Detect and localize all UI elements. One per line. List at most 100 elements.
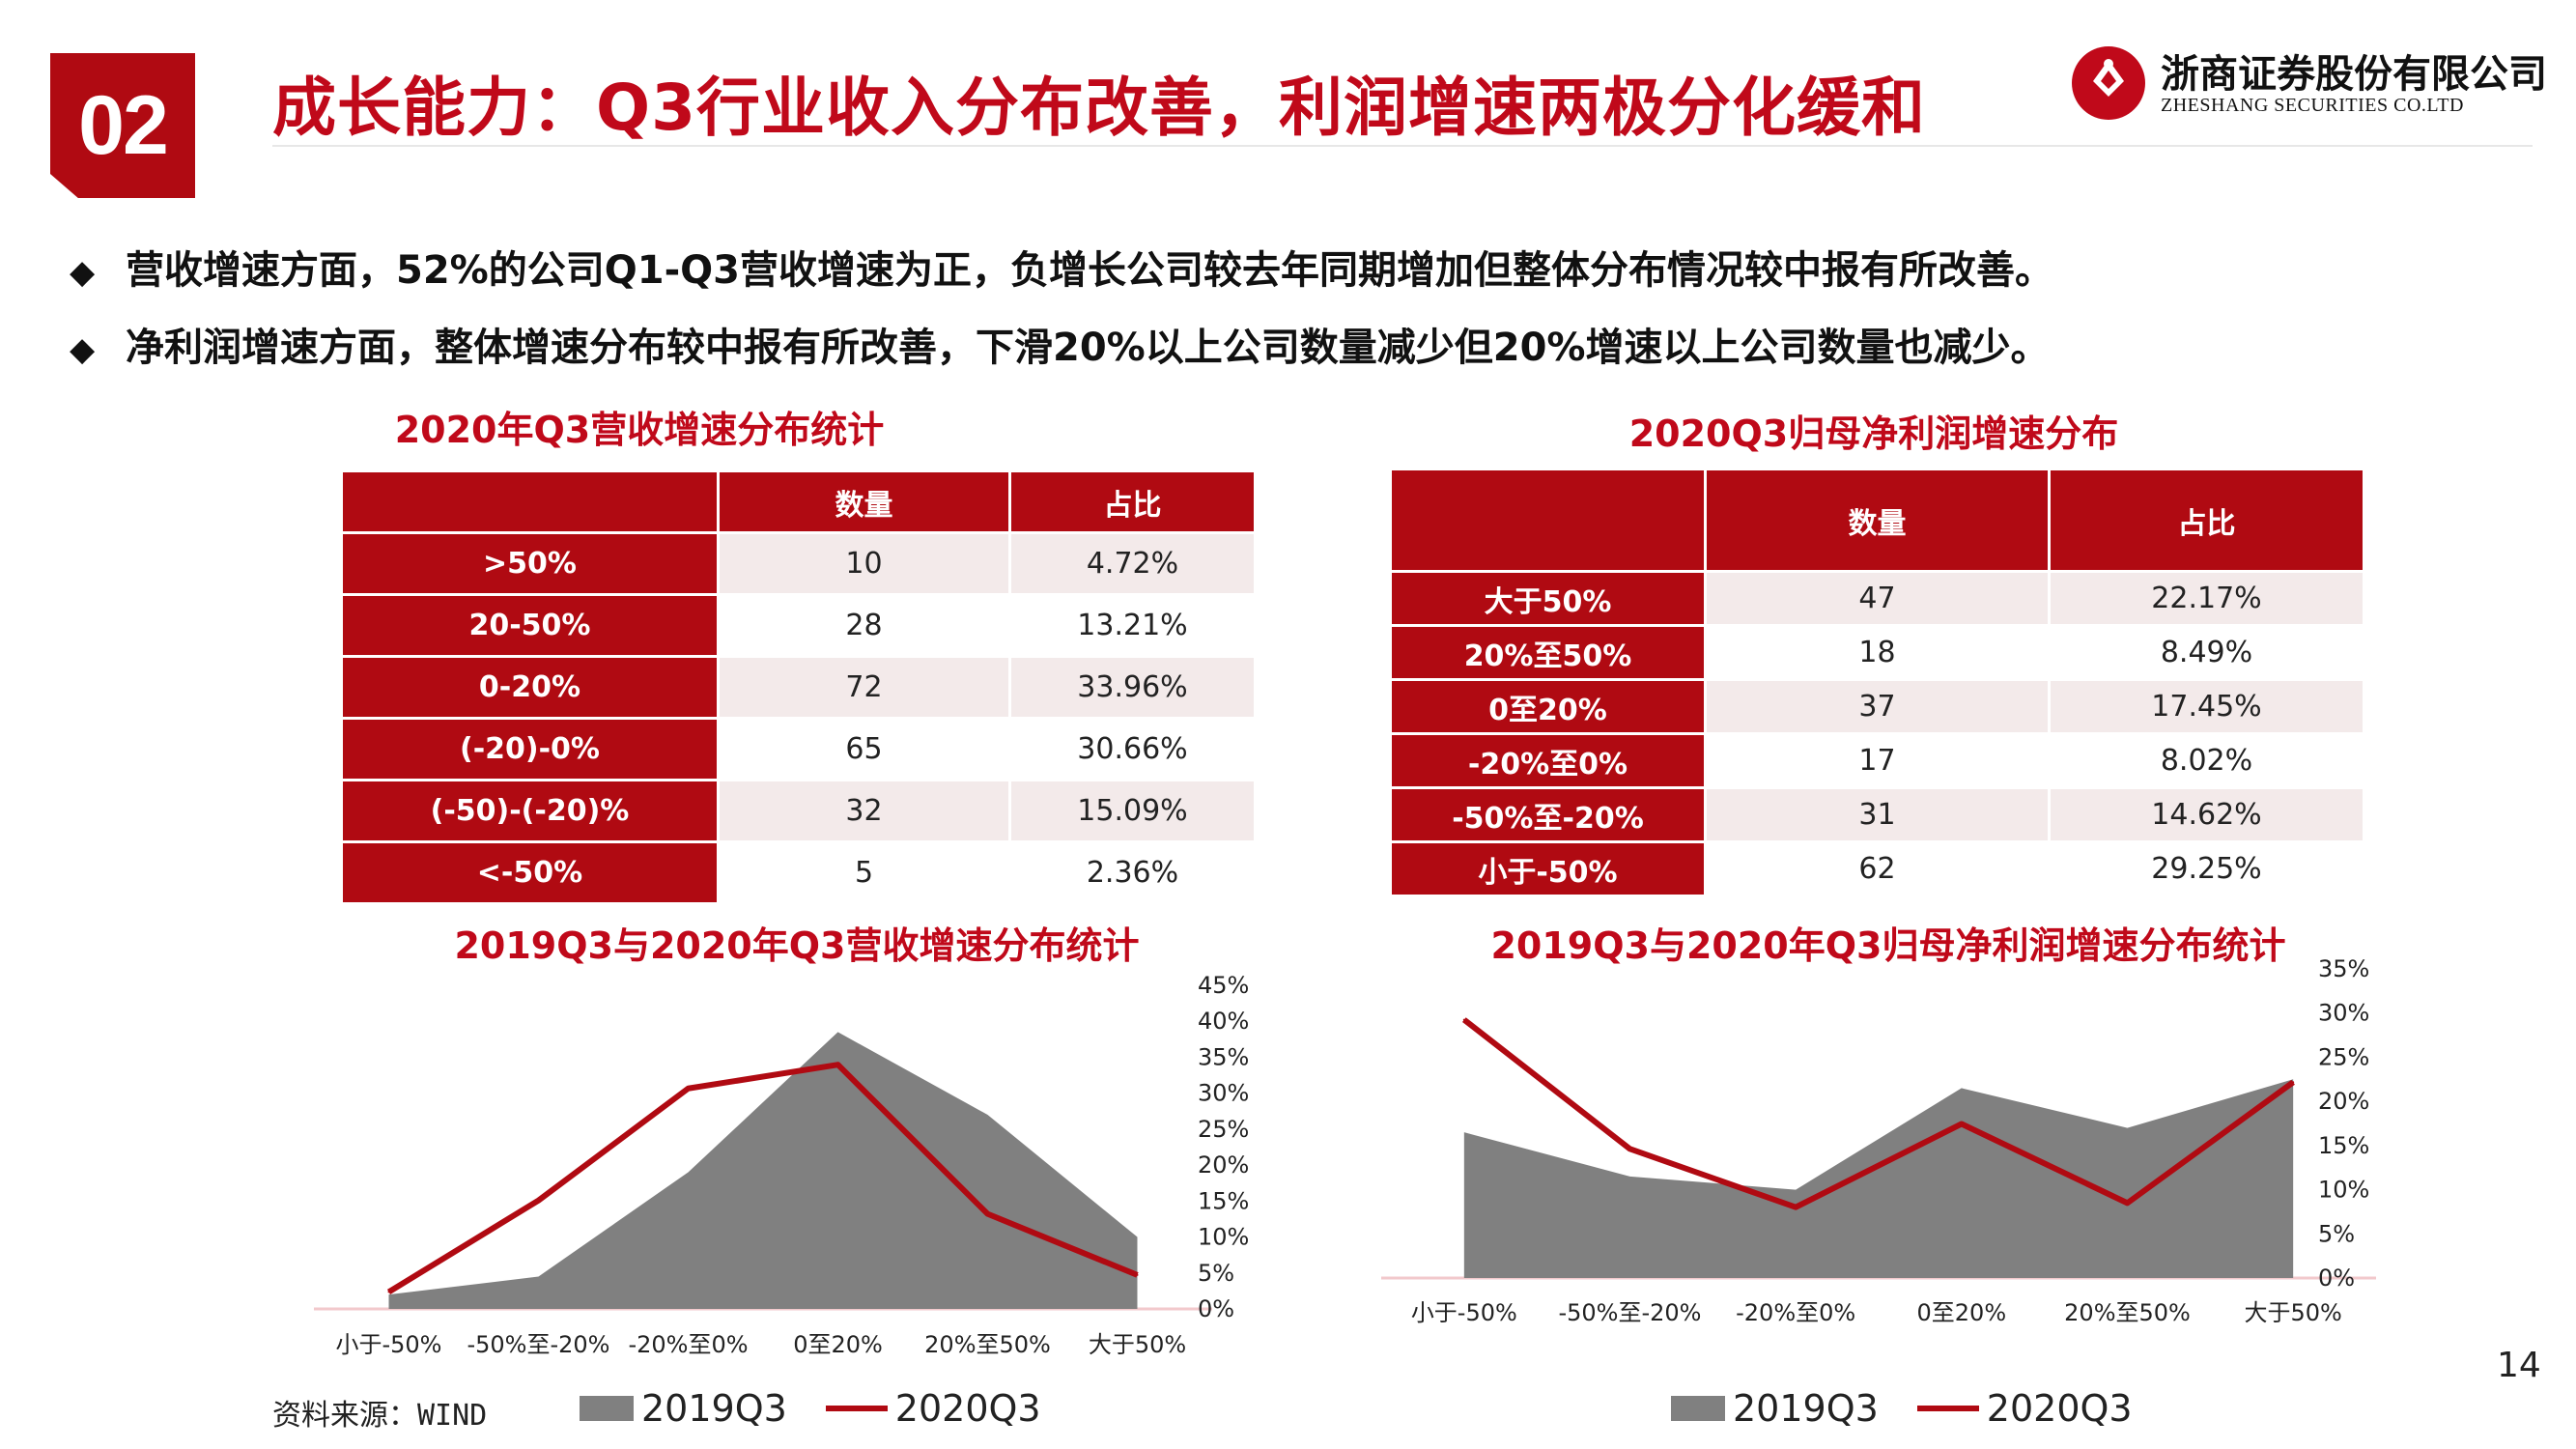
row-label: <-50% (340, 840, 720, 905)
bullet-item: ◆ 净利润增速方面，整体增速分布较中报有所改善，下滑20%以上公司数量减少但20%… (70, 316, 2049, 372)
y-tick-label: 40% (1198, 1008, 1249, 1035)
y-tick-label: 25% (2318, 1043, 2369, 1070)
ratio-cell: 29.25% (2048, 840, 2365, 897)
y-tick-label: 20% (2318, 1088, 2369, 1115)
diamond-bullet-icon: ◆ (70, 253, 96, 292)
ratio-cell: 33.96% (1008, 655, 1257, 720)
line-point (2292, 1081, 2295, 1084)
chart-left-legend: 2019Q3 2020Q3 (580, 1387, 1041, 1430)
x-tick-label: -50%至-20% (467, 1331, 609, 1358)
table-header-cell (340, 469, 720, 534)
profit-growth-chart: 0% 5% 10% 15% 20% 25% 30% 35% 小于-50% -50%至-20% -20… (1381, 955, 2376, 1326)
table-row: 20%至50% 18 8.49% (1389, 624, 2365, 681)
count-cell: 17 (1704, 732, 2051, 789)
x-tick-label: 20%至50% (2064, 1299, 2191, 1326)
ratio-cell: 2.36% (1008, 840, 1257, 905)
row-label: 0-20% (340, 655, 720, 720)
row-label: 20-50% (340, 593, 720, 658)
line-point (1960, 1122, 1963, 1125)
y-tick-label: 35% (1198, 1043, 1249, 1070)
table-row: 小于-50% 62 29.25% (1389, 840, 2365, 897)
line-point (387, 1291, 390, 1293)
logo-company-name: 浙商证券股份有限公司 (2161, 51, 2547, 97)
table-row: 大于50% 47 22.17% (1389, 570, 2365, 627)
header-divider (272, 145, 2533, 147)
y-tick-label: 5% (2318, 1220, 2355, 1247)
y-tick-label: 15% (2318, 1132, 2369, 1159)
table-header-cell: 数量 (717, 469, 1011, 534)
count-cell: 10 (717, 531, 1011, 596)
chart-right-legend: 2019Q3 2020Q3 (1671, 1387, 2133, 1430)
count-cell: 32 (717, 779, 1011, 843)
x-tick-label: 小于-50% (335, 1331, 441, 1358)
y-tick-label: 10% (1198, 1224, 1249, 1251)
ratio-cell: 14.62% (2048, 786, 2365, 843)
y-tick-label: 0% (1198, 1295, 1234, 1322)
table-header-cell (1389, 468, 1707, 573)
row-label: 20%至50% (1389, 624, 1707, 681)
bullet-text: 营收增速方面，52%的公司Q1-Q3营收增速为正，负增长公司较去年同期增加但整体… (126, 248, 2054, 293)
table-row: (-50)-(-20)% 32 15.09% (340, 779, 1257, 843)
count-cell: 65 (717, 717, 1011, 781)
x-tick-label: 20%至50% (924, 1331, 1051, 1358)
legend-line-label: 2020Q3 (1986, 1387, 2133, 1430)
x-tick-label: 0至20% (793, 1331, 883, 1358)
line-point (1462, 1018, 1465, 1021)
ratio-cell: 17.45% (2048, 678, 2365, 735)
ratio-cell: 4.72% (1008, 531, 1257, 596)
table-row: 0至20% 37 17.45% (1389, 678, 2365, 735)
count-cell: 62 (1704, 840, 2051, 897)
area-series-2019q3 (388, 1032, 1138, 1309)
ratio-cell: 13.21% (1008, 593, 1257, 658)
bullet-text: 净利润增速方面，整体增速分布较中报有所改善，下滑20%以上公司数量减少但20%增… (126, 326, 2050, 370)
table-header-cell: 数量 (1704, 468, 2051, 573)
line-point (1795, 1206, 1798, 1208)
logo-glyph-icon (2093, 59, 2124, 97)
y-tick-label: 35% (2318, 955, 2369, 982)
ratio-cell: 30.66% (1008, 717, 1257, 781)
area-series-2019q3 (1463, 1079, 2294, 1278)
y-tick-label: 10% (2318, 1177, 2369, 1204)
row-label: (-20)-0% (340, 717, 720, 781)
table-header-cell: 占比 (1008, 469, 1257, 534)
data-source: 资料来源：WIND (272, 1399, 488, 1433)
ratio-cell: 8.02% (2048, 732, 2365, 789)
table-row: -50%至-20% 31 14.62% (1389, 786, 2365, 843)
table-row: <-50% 5 2.36% (340, 840, 1257, 905)
y-tick-label: 45% (1198, 972, 1249, 999)
table-row: 20-50% 28 13.21% (340, 593, 1257, 658)
y-tick-label: 0% (2318, 1264, 2355, 1292)
chart-left-title: 2019Q3与2020年Q3营收增速分布统计 (454, 924, 1140, 967)
ratio-cell: 22.17% (2048, 570, 2365, 627)
revenue-growth-chart: 0% 5% 10% 15% 20% 25% 30% 35% 40% 45% 小于-50% -50%至-… (314, 972, 1249, 1358)
profit-growth-table: 数量 占比 大于50% 47 22.17% 20%至50% 18 8.49% 0… (1389, 468, 2365, 897)
page-title: 成长能力：Q3行业收入分布改善，利润增速两极分化缓和 (272, 71, 1927, 145)
page-number: 14 (2497, 1346, 2541, 1385)
x-tick-label: 小于-50% (1411, 1299, 1517, 1326)
table-header-row: 数量 占比 (340, 469, 1257, 534)
bullet-item: ◆ 营收增速方面，52%的公司Q1-Q3营收增速为正，负增长公司较去年同期增加但整… (70, 239, 2053, 295)
row-label: -50%至-20% (1389, 786, 1707, 843)
line-point (836, 1064, 839, 1066)
y-tick-label: 15% (1198, 1187, 1249, 1214)
x-tick-label: 大于50% (1089, 1331, 1186, 1358)
table-left-title: 2020年Q3营收增速分布统计 (394, 409, 885, 451)
line-point (1136, 1273, 1139, 1276)
logo-company-name-en: ZHESHANG SECURITIES CO.LTD (2161, 95, 2464, 116)
revenue-growth-table: 数量 占比 >50% 10 4.72% 20-50% 28 13.21% 0-2… (340, 469, 1257, 905)
legend-area-swatch (580, 1396, 634, 1421)
legend-line-label: 2020Q3 (894, 1387, 1041, 1430)
count-cell: 18 (1704, 624, 2051, 681)
line-point (1628, 1148, 1631, 1151)
table-row: -20%至0% 17 8.02% (1389, 732, 2365, 789)
company-logo: 浙商证券股份有限公司 ZHESHANG SECURITIES CO.LTD (2072, 41, 2547, 122)
x-tick-label: -20%至0% (1736, 1299, 1855, 1326)
x-tick-label: 大于50% (2244, 1299, 2341, 1326)
count-cell: 72 (717, 655, 1011, 720)
count-cell: 5 (717, 840, 1011, 905)
diamond-bullet-icon: ◆ (70, 330, 96, 369)
row-label: 小于-50% (1389, 840, 1707, 897)
y-tick-label: 20% (1198, 1151, 1249, 1179)
x-tick-label: 0至20% (1917, 1299, 2007, 1326)
line-series-2020q3 (386, 1062, 1139, 1294)
